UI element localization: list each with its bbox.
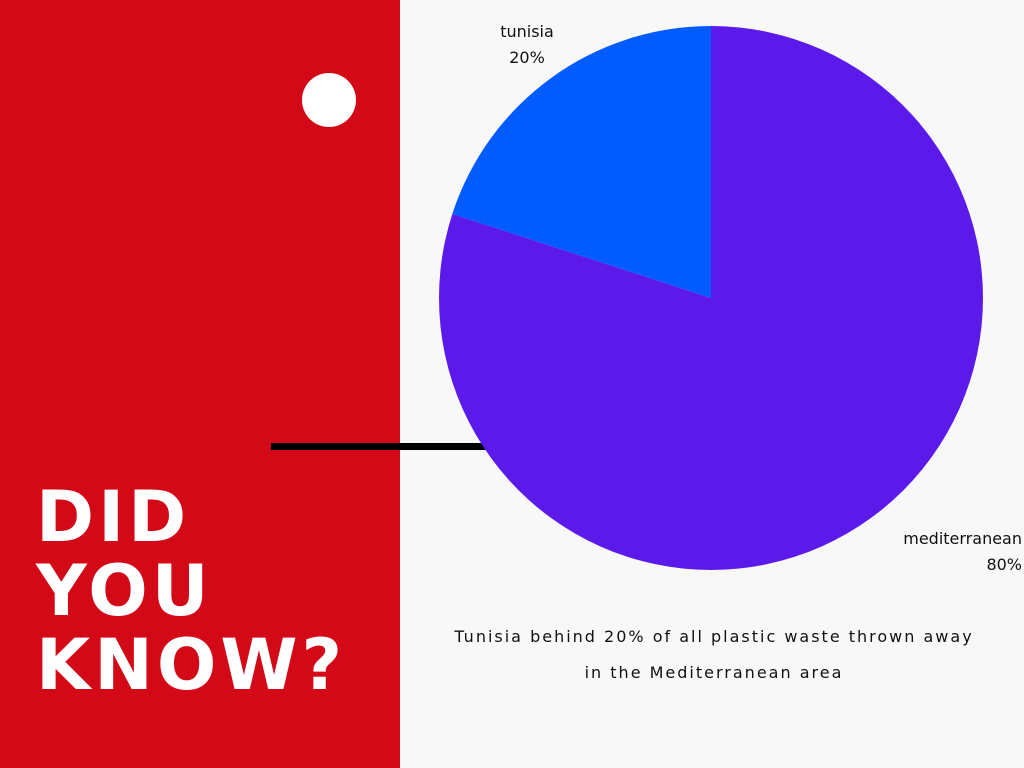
headline-line-3: KNOW? xyxy=(36,624,347,706)
slice-label-tunisia: tunisia 20% xyxy=(484,19,570,71)
slice-label-tunisia-value: 20% xyxy=(509,48,545,67)
headline-line-1: DID xyxy=(36,476,191,558)
caption-line-1: Tunisia behind 20% of all plastic waste … xyxy=(454,627,974,646)
headline: DID YOU KNOW? xyxy=(36,480,346,702)
red-panel xyxy=(0,0,400,768)
pie-slice-mediterranean xyxy=(439,26,984,570)
slice-label-mediterranean-value: 80% xyxy=(986,555,1022,574)
slice-label-mediterranean-name: mediterranean xyxy=(903,529,1022,548)
slice-label-tunisia-name: tunisia xyxy=(500,22,554,41)
caption-line-2: in the Mediterranean area xyxy=(584,663,844,682)
headline-line-2: YOU xyxy=(36,550,213,632)
slice-label-mediterranean: mediterranean 80% xyxy=(892,526,1022,578)
pie-slice-tunisia xyxy=(452,26,711,298)
caption: Tunisia behind 20% of all plastic waste … xyxy=(420,619,1008,691)
divider-line xyxy=(271,443,521,450)
white-dot-decoration xyxy=(302,73,356,127)
